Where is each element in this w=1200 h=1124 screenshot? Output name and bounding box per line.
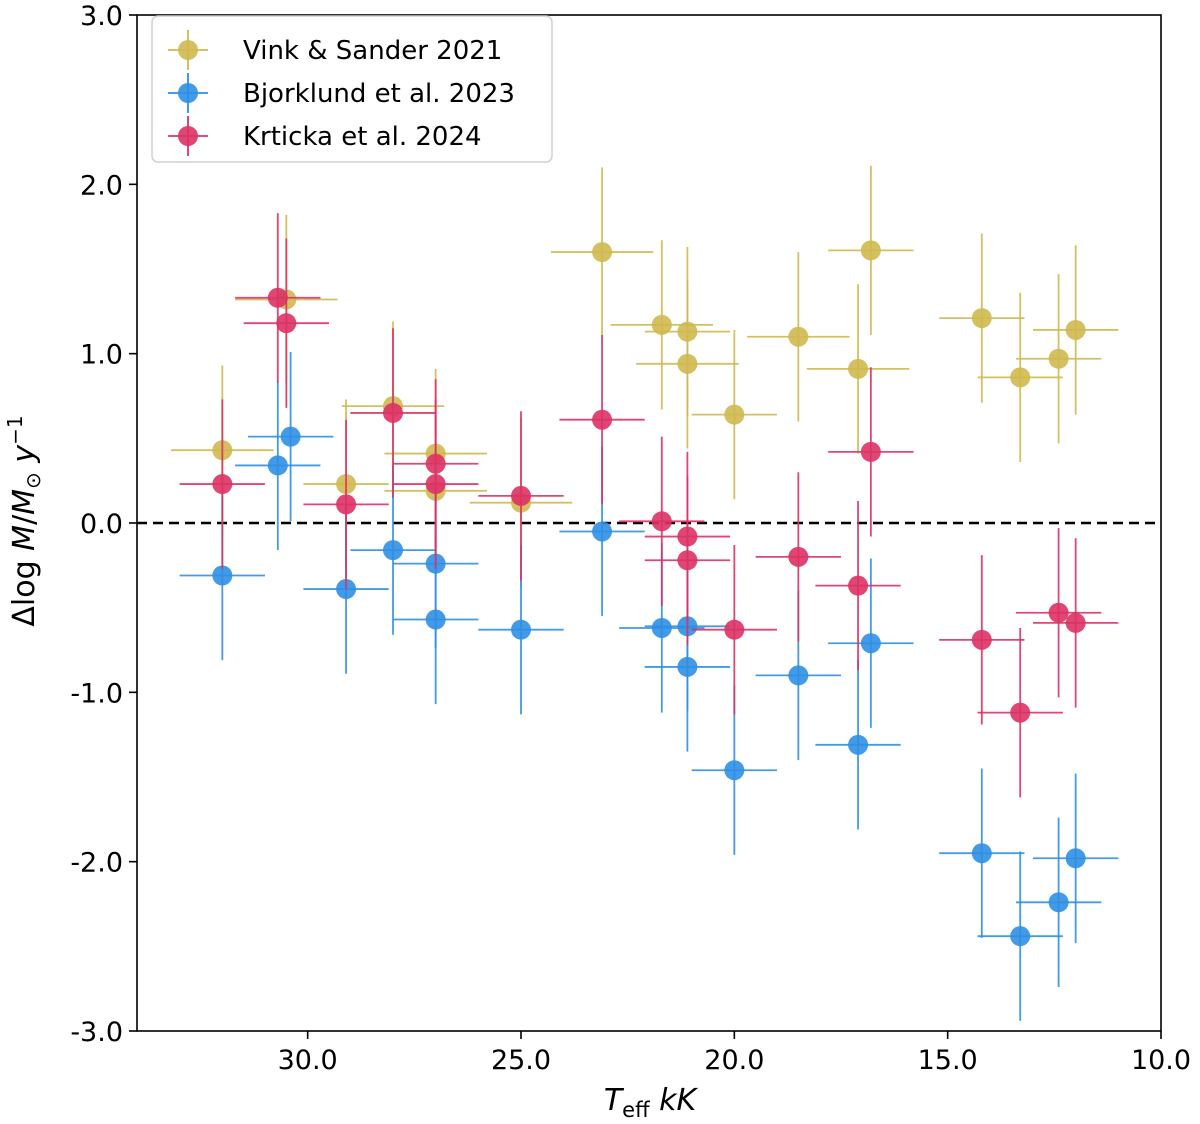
- legend-marker: [178, 40, 198, 60]
- data-point: [592, 409, 613, 430]
- data-group: [171, 165, 1119, 1021]
- legend-label: Krticka et al. 2024: [243, 122, 482, 152]
- data-point: [592, 242, 613, 263]
- x-tick-label: 10.0: [1131, 1045, 1191, 1076]
- y-tick-label: 3.0: [80, 1, 123, 32]
- y-tick-label: 1.0: [80, 340, 123, 371]
- data-point: [848, 358, 869, 379]
- data-point: [276, 313, 297, 334]
- data-point: [860, 633, 881, 654]
- data-point: [651, 314, 672, 335]
- data-point: [724, 619, 745, 640]
- x-tick-label: 15.0: [918, 1045, 978, 1076]
- data-point: [383, 402, 403, 423]
- data-point: [511, 619, 531, 640]
- data-point: [651, 617, 672, 638]
- legend: Vink & Sander 2021 Bjorklund et al. 2023 K…: [151, 15, 553, 163]
- x-axis-label-main: T: [604, 1083, 625, 1118]
- y-axis-label-sun-symbol: ⊙: [21, 472, 45, 489]
- x-axis-ticks: 30.0 25.0 20.0 15.0 10.0: [278, 1031, 1191, 1076]
- y-axis-label: Δlog M/M⊙ y−1: [3, 415, 45, 626]
- y-axis-label-mdot: M: [7, 525, 42, 551]
- data-point: [267, 455, 288, 476]
- data-point: [1010, 702, 1031, 723]
- y-tick-label: 2.0: [80, 170, 123, 201]
- series-3: [179, 213, 1119, 798]
- data-point: [971, 843, 992, 864]
- data-point: [971, 629, 992, 650]
- y-tick-label: -1.0: [70, 678, 123, 709]
- data-point: [511, 485, 531, 506]
- data-point: [425, 474, 446, 495]
- legend-box: [151, 15, 553, 163]
- y-axis-label-exponent: −1: [3, 415, 27, 444]
- data-point: [788, 546, 809, 567]
- data-point: [425, 609, 446, 630]
- x-tick-label: 30.0: [278, 1045, 338, 1076]
- legend-label: Bjorklund et al. 2023: [243, 79, 515, 109]
- data-point: [677, 353, 698, 374]
- data-point: [280, 426, 301, 447]
- x-axis-label: Teff kK: [604, 1083, 699, 1122]
- x-tick-label: 20.0: [704, 1045, 764, 1076]
- data-point: [860, 240, 881, 261]
- legend-label: Vink & Sander 2021: [243, 36, 502, 66]
- data-point: [1065, 612, 1086, 633]
- data-point: [1048, 348, 1069, 369]
- data-point: [848, 575, 869, 596]
- legend-marker: [178, 126, 198, 146]
- data-point: [1048, 602, 1069, 623]
- legend-entry: Krticka et al. 2024: [168, 116, 482, 156]
- data-point: [1065, 319, 1086, 340]
- data-point: [860, 441, 881, 462]
- y-axis-label-msun: M: [7, 489, 42, 515]
- data-point: [651, 511, 672, 532]
- data-point: [971, 308, 992, 329]
- data-point: [1010, 367, 1031, 388]
- data-point: [212, 474, 233, 495]
- data-point: [1010, 926, 1031, 947]
- y-axis-label-prefix: Δlog: [7, 551, 42, 627]
- data-point: [383, 540, 403, 561]
- data-point: [1065, 848, 1086, 869]
- y-tick-label: 0.0: [80, 509, 123, 540]
- data-point: [212, 565, 233, 586]
- legend-marker: [178, 83, 198, 103]
- x-axis-label-unit: kK: [650, 1083, 699, 1118]
- data-point: [724, 404, 745, 425]
- y-tick-label: -3.0: [70, 1017, 123, 1048]
- data-point: [267, 287, 288, 308]
- legend-entry: Bjorklund et al. 2023: [168, 73, 515, 113]
- y-axis-label-slash: /: [7, 514, 42, 525]
- x-tick-label: 25.0: [491, 1045, 551, 1076]
- y-axis-ticks: -3.0 -2.0 -1.0 0.0 1.0 2.0 3.0: [70, 1, 137, 1048]
- data-point: [788, 665, 809, 686]
- data-point: [592, 521, 613, 542]
- data-point: [336, 494, 357, 515]
- y-tick-label: -2.0: [70, 848, 123, 879]
- data-point: [724, 760, 745, 781]
- data-point: [677, 550, 698, 571]
- y-axis-label-unit: y: [7, 444, 42, 473]
- legend-entry: Vink & Sander 2021: [168, 30, 502, 70]
- data-point: [1048, 892, 1069, 913]
- data-point: [848, 734, 869, 755]
- data-point: [677, 656, 698, 677]
- data-point: [788, 326, 809, 347]
- x-axis-label-sub: eff: [622, 1098, 650, 1122]
